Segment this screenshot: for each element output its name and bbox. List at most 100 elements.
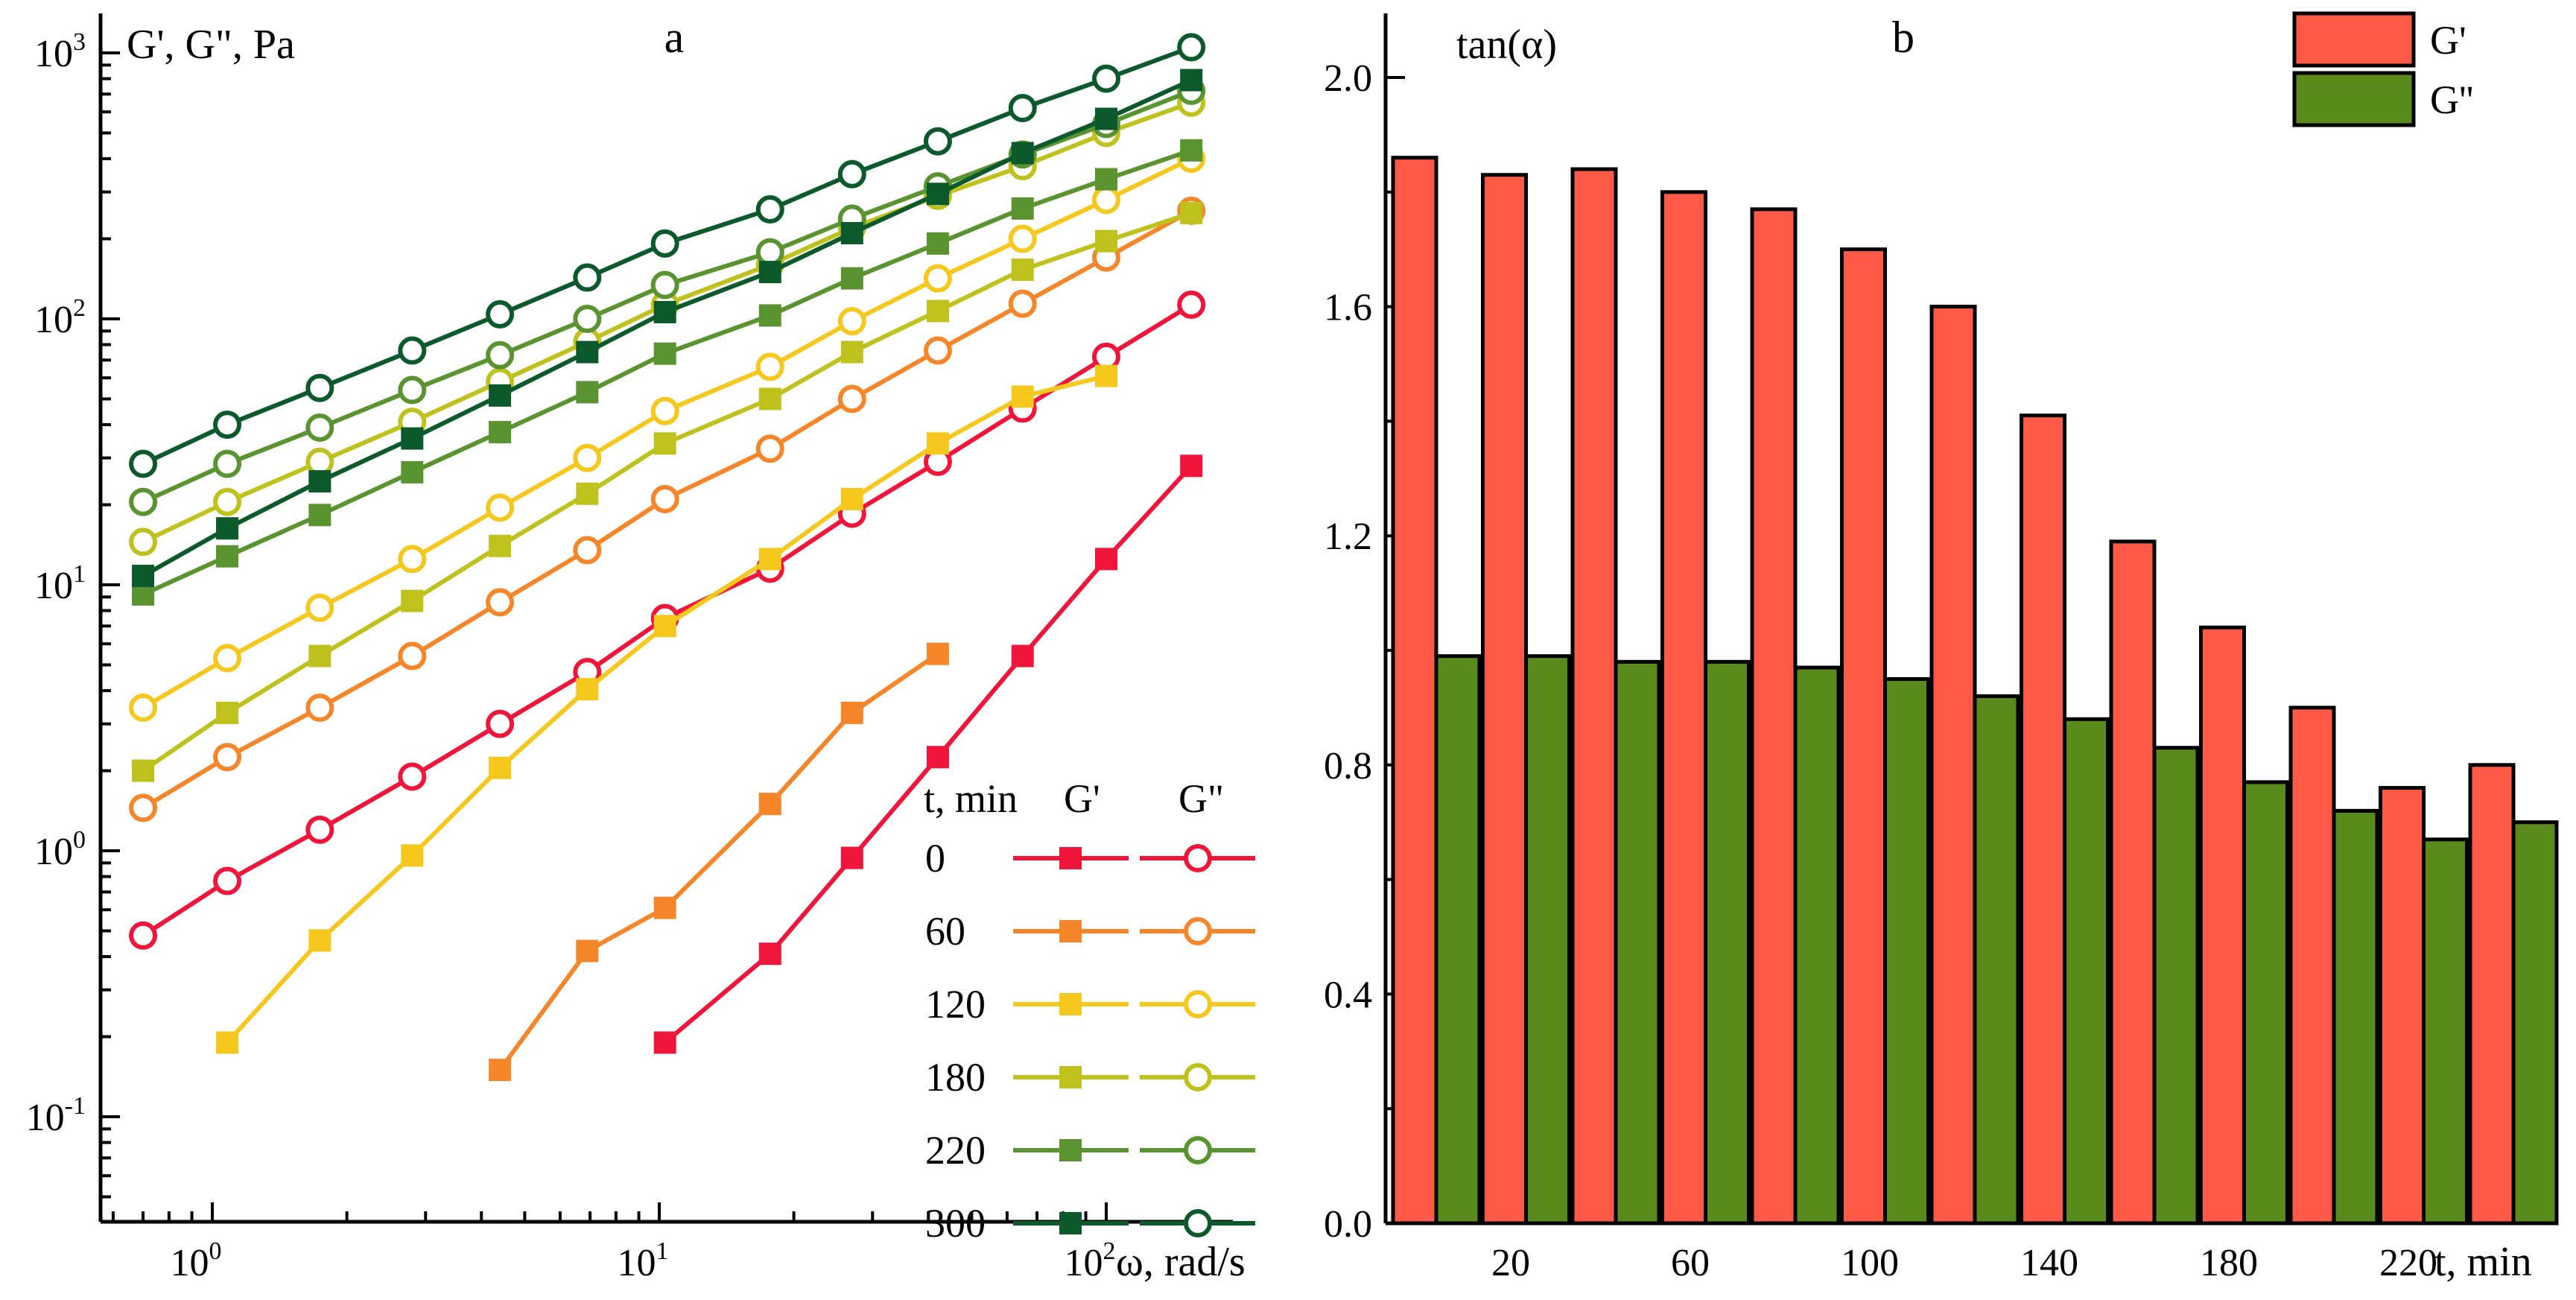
panel-a-y-tick-label: 100 [34,826,86,873]
series-220-Gprime-point [308,504,331,527]
series-120-Gdoubleprime-point [213,644,242,673]
series-0-Gprime-point [653,1031,676,1054]
series-300-Gdoubleprime-point [573,263,602,292]
series-180-Gprime-point [1011,259,1034,282]
series-300-Gdoubleprime-point [650,229,679,258]
panel-b-y-tick-label: 0.0 [1324,1203,1372,1246]
series-180-Gprime-point [1180,201,1203,224]
legend-entry-label: 220 [925,1128,986,1173]
bar-Gdoubleprime [1614,659,1661,1226]
series-120-Gprime-point [653,615,676,638]
series-0-Gdoubleprime-point [486,709,515,738]
bar-Gdoubleprime [1793,665,1841,1226]
panel-a-x-tick-label: 102 [1065,1237,1116,1284]
series-180-Gprime-point [576,482,599,505]
panel-b-y-tick-label: 1.2 [1324,516,1372,558]
series-220-Gprime-point [1095,168,1117,191]
legend-gdoubleprime-marker [1184,917,1212,945]
series-220-Gdoubleprime-point [398,375,427,405]
series-220-Gprime-point [653,342,676,365]
panel-a-x-tick-label-base: 10 [1065,1242,1103,1284]
legend-gprime-marker [1059,1139,1082,1161]
panel-b-x-tick-label: 180 [2200,1242,2258,1284]
legend-swatch-Gdoubleprime [2292,71,2416,127]
series-180-Gprime-point [653,432,676,455]
series-300-Gprime-point [576,340,599,364]
series-60-Gprime-point [926,642,949,665]
panel-a-y-tick-label: 103 [34,28,86,75]
bar-Gdoubleprime [2063,717,2110,1226]
series-220-Gprime-point [840,267,863,290]
series-180-Gprime-point [132,759,155,782]
legend-entry-label: 0 [925,836,945,881]
legend-col-gdoubleprime: G" [1178,776,1224,821]
series-300-Gdoubleprime-point [1092,64,1120,93]
series-220-Gprime-point [758,304,781,327]
series-120-Gdoubleprime-point [1008,224,1037,253]
legend-entry-label: 120 [925,982,986,1027]
bar-Gdoubleprime [1883,676,1930,1226]
series-60-Gdoubleprime-point [129,793,158,822]
series-120-Gdoubleprime-point [837,307,866,336]
series-300-Gprime-point [1180,69,1203,92]
series-180-Gprime-point [840,340,863,364]
series-60-Gprime-line [498,652,939,1071]
bar-Gdoubleprime [1704,659,1751,1226]
series-120-Gprime-line [225,373,1107,1044]
panel-a-y-tick-label-base: 10 [34,299,73,341]
series-220-Gdoubleprime-point [213,449,242,478]
series-300-Gdoubleprime-point [398,336,427,365]
series-0-Gdoubleprime-point [129,921,158,950]
series-220-Gdoubleprime-point [650,270,679,299]
series-300-Gprime-point [653,300,676,323]
bar-Gprime [1481,173,1528,1226]
series-60-Gprime-point [576,939,599,963]
legend-gprime-marker [1059,1212,1082,1234]
series-300-Gprime-point [1011,142,1034,165]
series-60-Gdoubleprime-point [213,743,242,772]
series-180-Gprime-point [758,387,781,410]
panel-b-y-tick-label: 0.8 [1324,745,1372,787]
panel-b-letter: b [1892,13,1914,62]
series-300-Gdoubleprime-point [1008,94,1037,123]
series-0-Gdoubleprime-point [305,815,334,844]
series-0-Gprime-point [1180,454,1203,478]
series-220-Gdoubleprime-point [573,305,602,333]
series-60-Gprime-point [758,793,781,816]
bar-Gprime [2199,625,2246,1226]
series-220-Gdoubleprime-point [129,487,158,516]
bar-Gprime [2379,786,2426,1226]
series-300-Gprime-point [308,470,331,493]
bar-Gprime [1929,305,1977,1226]
legend-label-Gprime: G' [2430,18,2466,63]
series-300-Gdoubleprime-point [1177,33,1206,62]
panel-a-y-tick-label-exp: 3 [73,28,86,56]
legend-gdoubleprime-marker [1184,990,1212,1018]
panel-a-x-tick-label: 101 [618,1237,669,1284]
series-120-Gprime-point [758,548,781,571]
panel-b-chart: 0.0 0.4 0.8 1.2 1.6 2.0 20 60 100 140 180 220 tan(α)… [1324,11,2559,1285]
series-60-Gdoubleprime-point [650,484,679,513]
series-220-Gdoubleprime-point [755,238,784,267]
panel-b-legend: G' G'' [2292,11,2473,127]
series-120-Gdoubleprime-point [650,396,679,425]
series-300-Gdoubleprime-point [486,299,515,329]
panel-a-x-axis-title: ω, rad/s [1116,1239,1246,1285]
series-220-Gprime-line [142,148,1193,597]
series-180-Gprime-point [489,534,512,557]
bar-Gdoubleprime [2511,820,2559,1226]
series-220-Gprime-point [1011,197,1034,220]
series-300-Gdoubleprime-point [837,159,866,188]
series-60-Gdoubleprime-point [573,536,602,565]
series-180-Gdoubleprime-point [213,487,242,516]
series-60-Gdoubleprime-point [305,693,334,722]
series-120-Gprime-point [926,432,949,455]
bar-Gdoubleprime [1973,694,2020,1226]
legend-entry-label: 300 [925,1201,986,1246]
panel-a-y-tick-label: 102 [34,294,86,341]
series-120-Gprime-point [308,929,331,952]
panel-a-y-tick-label-exp: 1 [73,560,86,588]
series-300-Gprime-point [401,427,424,450]
